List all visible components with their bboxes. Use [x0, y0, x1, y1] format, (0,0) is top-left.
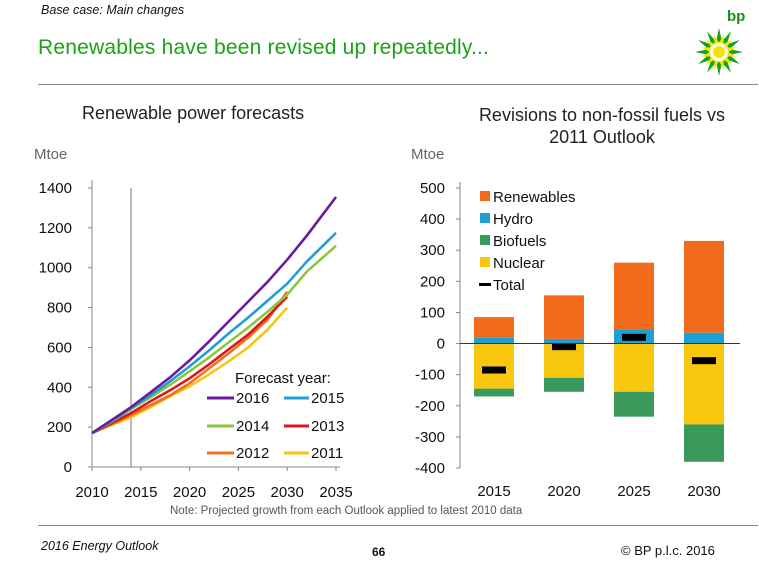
bar-biofuels-2025: [614, 391, 654, 417]
legend-label-2012: 2012: [236, 445, 269, 462]
legend-label-biofuels: Biofuels: [493, 233, 546, 250]
bar-hydro-2030: [684, 332, 724, 344]
series-line-2016: [91, 196, 338, 435]
bar-biofuels-2020: [544, 377, 584, 392]
y-tick-label: 400: [420, 211, 445, 228]
x-tick-label: 2030: [687, 483, 720, 500]
right-chart-title: Revisions to non-fossil fuels vs 2011 Ou…: [478, 105, 726, 147]
legend-label-total: Total: [493, 277, 525, 294]
y-tick-label: 300: [420, 242, 445, 259]
x-tick-label: 2020: [547, 483, 580, 500]
series-line-2013: [91, 295, 289, 435]
footer-divider: [38, 525, 758, 526]
series-line-2014: [91, 244, 337, 435]
legend-swatch-total: [479, 283, 491, 286]
left-chart-unit: Mtoe: [34, 146, 68, 163]
legend-label-renewables: Renewables: [493, 189, 576, 206]
x-tick-label: 2030: [271, 484, 304, 501]
legend-swatch-biofuels: [480, 235, 490, 245]
y-tick-label: 1000: [39, 260, 72, 277]
legend-label-2014: 2014: [236, 418, 269, 435]
non-fossil-revisions-bar-chart: 500 400 300 200 100 0 -100 -200 -300 -400 2015 2020…: [415, 180, 740, 500]
bar-nuclear-2025: [614, 343, 654, 392]
total-marker-2015: [482, 366, 506, 374]
legend-label-2011: 2011: [311, 445, 343, 462]
bar-renewables-2020: [544, 295, 584, 339]
header-subtitle: Base case: Main changes: [41, 3, 185, 17]
bar-renewables-2015: [474, 317, 514, 338]
page-title: Renewables have been revised up repeated…: [38, 36, 490, 59]
footnote: Note: Projected growth from each Outlook…: [170, 505, 523, 517]
y-tick-label: -100: [415, 367, 445, 384]
bar-hydro-2015: [474, 337, 514, 344]
y-tick-label: 800: [47, 300, 72, 317]
x-tick-label: 2015: [124, 484, 157, 501]
bar-hydro-2020: [544, 338, 584, 344]
total-marker-2030: [692, 357, 716, 365]
legend-label-nuclear: Nuclear: [493, 255, 545, 272]
y-tick-label: 400: [47, 379, 72, 396]
header-divider: [38, 84, 758, 85]
y-tick-label: -200: [415, 398, 445, 415]
legend-label-2015: 2015: [311, 390, 344, 407]
y-tick-label: 0: [437, 336, 445, 353]
series-line-2015: [91, 231, 337, 435]
legend-swatch-renewables: [480, 191, 490, 201]
total-marker-2025: [622, 333, 646, 341]
y-tick-label: -400: [415, 460, 445, 477]
legend-label-hydro: Hydro: [493, 211, 533, 228]
footer-publication: 2016 Energy Outlook: [41, 539, 159, 553]
bp-wordmark: bp: [727, 8, 746, 25]
y-tick-label: -300: [415, 429, 445, 446]
y-tick-label: 0: [64, 459, 72, 476]
y-tick-label: 200: [47, 419, 72, 436]
bp-helios-logo-icon: [693, 26, 745, 83]
series-line-2011: [91, 306, 289, 435]
bar-nuclear-2015: [474, 343, 514, 389]
y-tick-label: 500: [420, 180, 445, 197]
right-chart-unit: Mtoe: [411, 146, 445, 163]
legend-label-2013: 2013: [311, 418, 344, 435]
y-tick-label: 1400: [39, 180, 72, 197]
page-number: 66: [372, 545, 386, 559]
x-tick-label: 2010: [75, 484, 108, 501]
bar-nuclear-2030: [684, 343, 724, 425]
legend-title: Forecast year:: [235, 370, 331, 387]
copyright: © BP p.l.c. 2016: [621, 543, 715, 558]
bar-renewables-2030: [684, 240, 724, 333]
bar-renewables-2025: [614, 262, 654, 330]
legend-swatch-nuclear: [480, 257, 490, 267]
y-tick-label: 100: [420, 304, 445, 321]
x-tick-label: 2035: [319, 484, 352, 501]
bar-biofuels-2015: [474, 388, 514, 397]
y-tick-label: 200: [420, 273, 445, 290]
left-chart-title: Renewable power forecasts: [82, 103, 305, 123]
total-marker-2020: [552, 343, 576, 351]
bar-biofuels-2030: [684, 424, 724, 462]
x-tick-label: 2025: [617, 483, 650, 500]
y-tick-label: 600: [47, 339, 72, 356]
renewable-forecast-line-chart: 0 200 400 600 800 1000 1200 1400 2010 2015 2020 202…: [39, 180, 353, 501]
series-line-2012: [91, 290, 289, 435]
x-tick-label: 2020: [173, 484, 206, 501]
legend-label-2016: 2016: [236, 390, 269, 407]
y-tick-label: 1200: [39, 220, 72, 237]
x-tick-label: 2025: [222, 484, 255, 501]
legend-swatch-hydro: [480, 213, 490, 223]
x-tick-label: 2015: [477, 483, 510, 500]
